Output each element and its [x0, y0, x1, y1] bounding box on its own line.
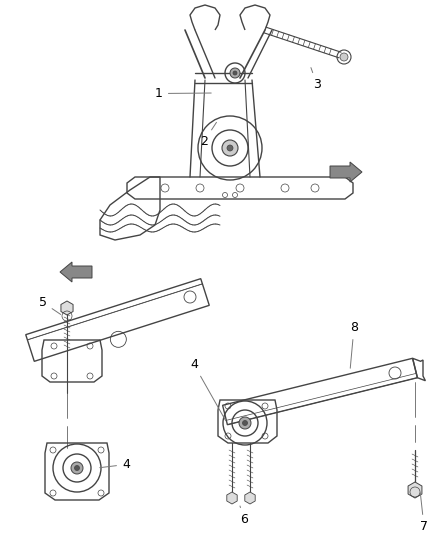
- Polygon shape: [330, 162, 362, 182]
- Text: 1: 1: [155, 87, 211, 100]
- Circle shape: [74, 465, 80, 471]
- Circle shape: [233, 71, 237, 75]
- Polygon shape: [245, 492, 255, 504]
- Polygon shape: [227, 492, 237, 504]
- Text: 2: 2: [200, 123, 216, 148]
- Circle shape: [340, 53, 348, 61]
- Circle shape: [222, 140, 238, 156]
- Polygon shape: [61, 301, 73, 315]
- Text: 3: 3: [311, 68, 321, 91]
- Polygon shape: [408, 482, 422, 498]
- Text: 8: 8: [350, 321, 358, 368]
- Circle shape: [227, 145, 233, 151]
- Text: 5: 5: [39, 296, 61, 314]
- Circle shape: [71, 462, 83, 474]
- Text: 6: 6: [240, 506, 248, 526]
- Text: 7: 7: [420, 493, 428, 533]
- Polygon shape: [60, 262, 92, 282]
- Text: 4: 4: [100, 458, 130, 471]
- Circle shape: [230, 68, 240, 78]
- Circle shape: [243, 421, 247, 425]
- Circle shape: [239, 417, 251, 429]
- Text: 4: 4: [190, 358, 226, 421]
